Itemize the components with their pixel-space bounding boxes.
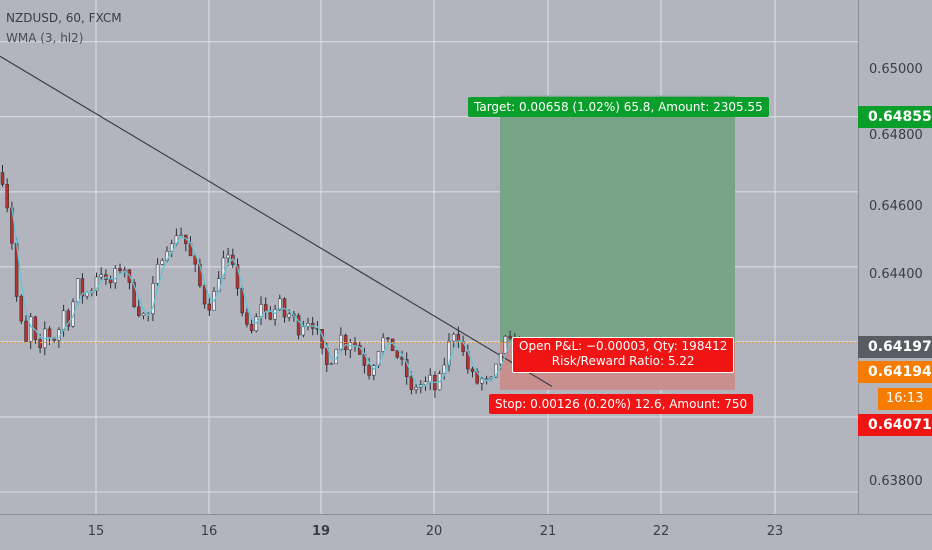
price-tick: 0.63800 bbox=[869, 474, 923, 489]
candle-body bbox=[113, 268, 118, 284]
candle-body bbox=[484, 378, 489, 380]
time-axis[interactable]: 15 16 19 20 21 22 23 bbox=[0, 514, 932, 550]
candle-body bbox=[47, 328, 52, 339]
symbol-label[interactable]: NZDUSD, 60, FXCM bbox=[6, 11, 122, 25]
candle-body bbox=[508, 336, 512, 339]
candle-body bbox=[259, 304, 263, 317]
candle-body bbox=[296, 315, 301, 336]
candle-body bbox=[155, 264, 160, 284]
candle-body bbox=[249, 324, 254, 332]
candle-body bbox=[414, 387, 418, 390]
price-tick: 0.64800 bbox=[869, 128, 923, 143]
candle-body bbox=[99, 274, 103, 278]
trendline[interactable] bbox=[0, 55, 553, 387]
indicator-label[interactable]: WMA (3, hl2) bbox=[6, 31, 84, 45]
candle-body bbox=[386, 337, 390, 340]
pnl-text: Open P&L: −0.00003, Qty: 198412 bbox=[519, 339, 728, 353]
candle-body bbox=[5, 184, 9, 209]
candle-body bbox=[367, 365, 371, 376]
time-tick: 21 bbox=[539, 524, 557, 539]
profit-zone bbox=[500, 95, 735, 343]
time-tick: 16 bbox=[200, 524, 218, 539]
candle-body bbox=[80, 278, 85, 297]
candle-body bbox=[24, 320, 28, 342]
candle-body bbox=[61, 310, 66, 330]
candle-body bbox=[235, 264, 240, 289]
candle-body bbox=[75, 278, 80, 303]
candle-body bbox=[226, 254, 230, 259]
candle-body bbox=[137, 306, 141, 316]
last-price-badge: 0.64197 bbox=[858, 336, 932, 358]
price-tick: 0.64400 bbox=[869, 267, 923, 282]
chart-legend: NZDUSD, 60, FXCM WMA (3, hl2) bbox=[6, 8, 122, 48]
price-tick: 0.64600 bbox=[869, 199, 923, 214]
trendline-path bbox=[0, 55, 553, 387]
time-tick: 22 bbox=[652, 524, 670, 539]
candle-body bbox=[193, 255, 197, 265]
candle-body bbox=[132, 282, 136, 308]
time-tick: 15 bbox=[87, 524, 105, 539]
price-axis[interactable]: 0.65000 0.64800 0.64600 0.64400 0.63800 bbox=[858, 0, 932, 514]
current-price-badge: 0.64194 bbox=[858, 361, 932, 383]
stop-label[interactable]: Stop: 0.00126 (0.20%) 12.6, Amount: 750 bbox=[489, 394, 754, 414]
time-tick: 20 bbox=[425, 524, 443, 539]
candle-body bbox=[372, 365, 376, 376]
bar-timer-badge: 16:13 bbox=[878, 388, 932, 410]
candle-body bbox=[404, 359, 409, 378]
risk-reward-text: Risk/Reward Ratio: 5.22 bbox=[551, 354, 695, 368]
candle-body bbox=[287, 313, 291, 318]
candle-body bbox=[160, 260, 165, 265]
candle-body bbox=[273, 309, 277, 320]
candle-body bbox=[278, 298, 282, 310]
candle-body bbox=[38, 339, 42, 349]
candle-body bbox=[19, 296, 24, 322]
candle-body bbox=[447, 340, 451, 366]
candle-body bbox=[33, 316, 38, 340]
candle-body bbox=[245, 312, 249, 325]
candle-body bbox=[306, 323, 310, 328]
candle-body bbox=[451, 334, 456, 342]
candle-body bbox=[268, 311, 273, 320]
candle-body bbox=[141, 313, 146, 316]
candle-body bbox=[263, 304, 268, 312]
candle-body bbox=[0, 172, 5, 185]
stop-price-badge: 0.64071 bbox=[858, 414, 932, 436]
target-label[interactable]: Target: 0.00658 (1.02%) 65.8, Amount: 23… bbox=[468, 97, 769, 117]
pnl-label[interactable]: Open P&L: −0.00003, Qty: 198412 Risk/Rew… bbox=[512, 337, 735, 373]
candle-body bbox=[498, 353, 503, 365]
candle-body bbox=[221, 257, 226, 280]
candle-body bbox=[428, 374, 432, 383]
candle-body bbox=[329, 363, 334, 366]
candle-body bbox=[202, 285, 207, 305]
candle-body bbox=[118, 268, 122, 272]
candle-body bbox=[470, 368, 475, 372]
candle-body bbox=[395, 350, 400, 358]
time-tick: 23 bbox=[766, 524, 784, 539]
candle-body bbox=[381, 337, 385, 352]
candle-body bbox=[28, 316, 33, 342]
candle-body bbox=[94, 276, 99, 292]
candle-body bbox=[108, 279, 113, 284]
time-tick: 19 bbox=[311, 524, 331, 539]
price-tick: 0.65000 bbox=[869, 62, 923, 77]
candle-body bbox=[66, 310, 71, 327]
candle-body bbox=[151, 283, 155, 314]
candles bbox=[0, 164, 522, 398]
candle-body bbox=[494, 363, 498, 378]
target-price-badge: 0.64855 bbox=[858, 106, 932, 128]
candle-body bbox=[207, 303, 212, 311]
candle-body bbox=[409, 376, 414, 390]
wma-polyline bbox=[11, 207, 520, 388]
candle-body bbox=[301, 326, 306, 336]
wma-line bbox=[11, 207, 520, 388]
candle-body bbox=[122, 269, 127, 272]
